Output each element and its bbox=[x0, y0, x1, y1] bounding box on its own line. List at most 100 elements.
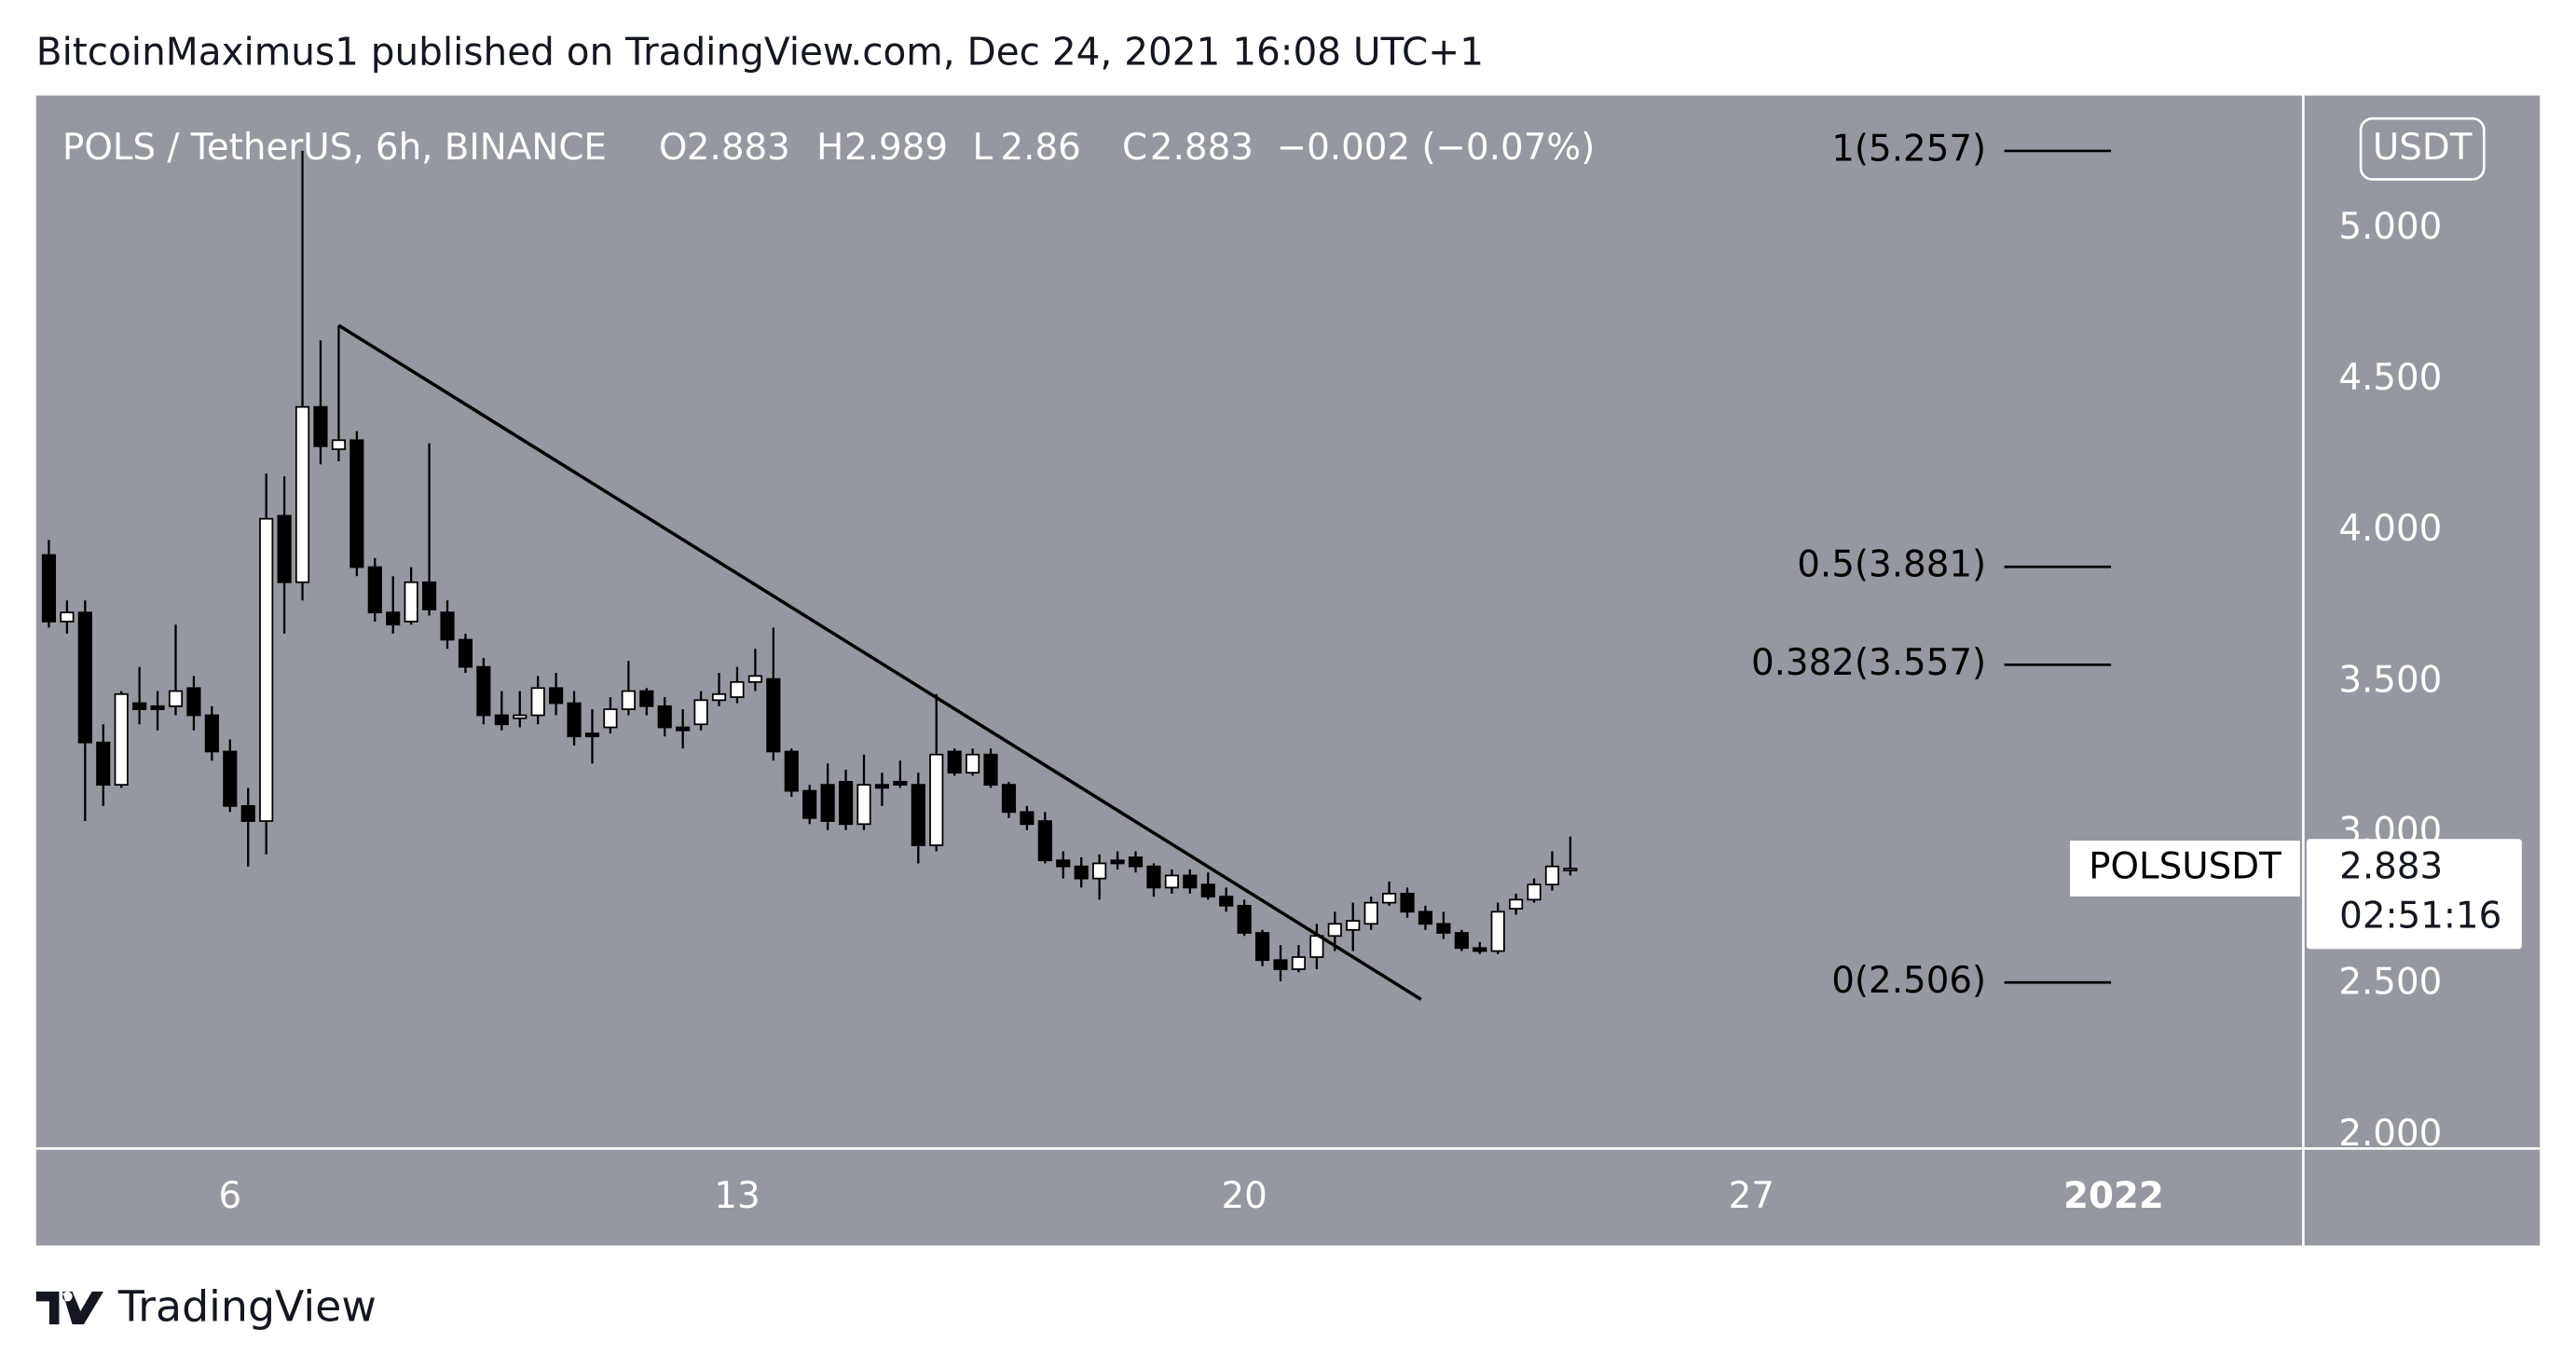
price-tag bbox=[2306, 839, 2522, 950]
candle-body bbox=[747, 675, 762, 683]
candle-body bbox=[259, 517, 274, 822]
candle-body bbox=[1544, 865, 1560, 886]
candle-body bbox=[893, 780, 908, 787]
candle-body bbox=[150, 705, 165, 710]
candle-body bbox=[1092, 862, 1107, 880]
candle-body bbox=[603, 708, 618, 729]
x-tick-label: 6 bbox=[218, 1175, 241, 1217]
candle-body bbox=[766, 678, 781, 753]
candle-body bbox=[911, 784, 925, 846]
fib-label: 0.5(3.881) bbox=[1797, 544, 1986, 586]
y-tick-label: 2.500 bbox=[2338, 962, 2442, 1004]
candle-body bbox=[367, 566, 382, 614]
candle-body bbox=[313, 405, 328, 447]
candle-body bbox=[820, 784, 835, 822]
candle-body bbox=[440, 611, 455, 641]
legend-value: 2.883 bbox=[1150, 127, 1254, 169]
candle-body bbox=[204, 714, 219, 753]
x-tick-label: 13 bbox=[714, 1175, 760, 1217]
candle-body bbox=[1490, 910, 1505, 952]
candle-body bbox=[1200, 883, 1215, 898]
candle-body bbox=[404, 581, 418, 623]
candle-body bbox=[1237, 904, 1252, 934]
logo-icon bbox=[35, 1291, 104, 1325]
candle-body bbox=[657, 705, 672, 729]
candle-body bbox=[114, 692, 129, 787]
candle-body bbox=[947, 750, 962, 774]
candle-body bbox=[1037, 820, 1052, 862]
symbol-tag bbox=[2070, 841, 2300, 897]
candle-body bbox=[186, 687, 201, 717]
candle-body bbox=[1146, 865, 1161, 889]
candle-body bbox=[549, 687, 564, 705]
candle-body bbox=[1363, 901, 1378, 925]
candle-body bbox=[929, 753, 944, 846]
overlay: 6 13 20 27 2022 POLS / TetherUS, 6h, BINANCE O… bbox=[62, 116, 2522, 1217]
candle-body bbox=[584, 732, 600, 738]
fib-label: 0.382(3.557) bbox=[1751, 642, 1986, 684]
candle-body bbox=[331, 439, 346, 450]
candle-body bbox=[874, 784, 890, 789]
x-tick-label: 20 bbox=[1221, 1175, 1267, 1217]
candle-body bbox=[1527, 883, 1541, 901]
y-tick-label: 4.500 bbox=[2338, 357, 2442, 399]
brand-name: TradingView bbox=[117, 1281, 377, 1332]
y-tick-label: 4.000 bbox=[2338, 508, 2442, 550]
candle-body bbox=[60, 611, 75, 623]
candle-body bbox=[693, 699, 708, 726]
candle-body bbox=[476, 665, 491, 717]
price-tag-value: 2.883 bbox=[2339, 845, 2443, 887]
candle-body bbox=[1074, 865, 1089, 880]
candle-body bbox=[1436, 923, 1451, 934]
candle-body bbox=[1400, 893, 1415, 913]
publish-header: BitcoinMaximus1 published on TradingView… bbox=[36, 29, 1484, 74]
candle-body bbox=[983, 753, 998, 787]
candle-body bbox=[386, 611, 401, 626]
candle-body bbox=[1563, 868, 1578, 871]
legend-key: L bbox=[973, 127, 993, 169]
candle-body bbox=[96, 741, 111, 787]
candle-body bbox=[1219, 896, 1234, 907]
legend-key: O bbox=[659, 127, 688, 169]
currency-box bbox=[2359, 116, 2486, 181]
x-tick-label: 27 bbox=[1729, 1175, 1774, 1217]
candle-body bbox=[132, 702, 147, 710]
legend-key: H bbox=[816, 127, 843, 169]
candle-body bbox=[168, 690, 184, 707]
candle-body bbox=[856, 784, 871, 826]
candle-body bbox=[41, 554, 57, 623]
legend-value: 2.86 bbox=[1001, 127, 1081, 169]
x-tick-label: 2022 bbox=[2063, 1175, 2164, 1217]
candle-body bbox=[295, 405, 310, 583]
candle-body bbox=[1056, 859, 1071, 868]
y-tick-label: 5.000 bbox=[2338, 206, 2442, 248]
candle-body bbox=[1128, 856, 1144, 868]
candle-body bbox=[240, 804, 255, 822]
y-tick-label: 2.000 bbox=[2338, 1113, 2442, 1155]
legend-value: 2.883 bbox=[687, 127, 790, 169]
tradingview-logo: TradingView bbox=[35, 1281, 377, 1332]
candle-body bbox=[1273, 959, 1288, 970]
candle-body bbox=[1418, 910, 1433, 925]
candle-body bbox=[1110, 859, 1125, 865]
candle-body bbox=[676, 726, 691, 732]
legend-key: C bbox=[1122, 127, 1147, 169]
candle-body bbox=[784, 750, 799, 792]
candle-body bbox=[1327, 923, 1342, 938]
price-tag-countdown: 02:51:16 bbox=[2339, 895, 2501, 937]
candle-body bbox=[966, 753, 980, 774]
candle-body bbox=[1001, 784, 1017, 814]
legend-change: −0.002 (−0.07%) bbox=[1277, 127, 1596, 169]
candle-body bbox=[711, 692, 727, 702]
chart-background bbox=[35, 95, 2541, 1246]
candle-body bbox=[1291, 956, 1306, 970]
candle-body bbox=[1382, 893, 1397, 904]
candle-body bbox=[277, 514, 292, 583]
trend-line bbox=[337, 323, 1422, 1001]
candle-body bbox=[639, 690, 654, 707]
candle-body bbox=[838, 780, 854, 826]
symbol-tag-name: POLSUSDT bbox=[2089, 845, 2281, 887]
legend-value: 2.989 bbox=[844, 127, 948, 169]
candle-body bbox=[421, 581, 437, 610]
